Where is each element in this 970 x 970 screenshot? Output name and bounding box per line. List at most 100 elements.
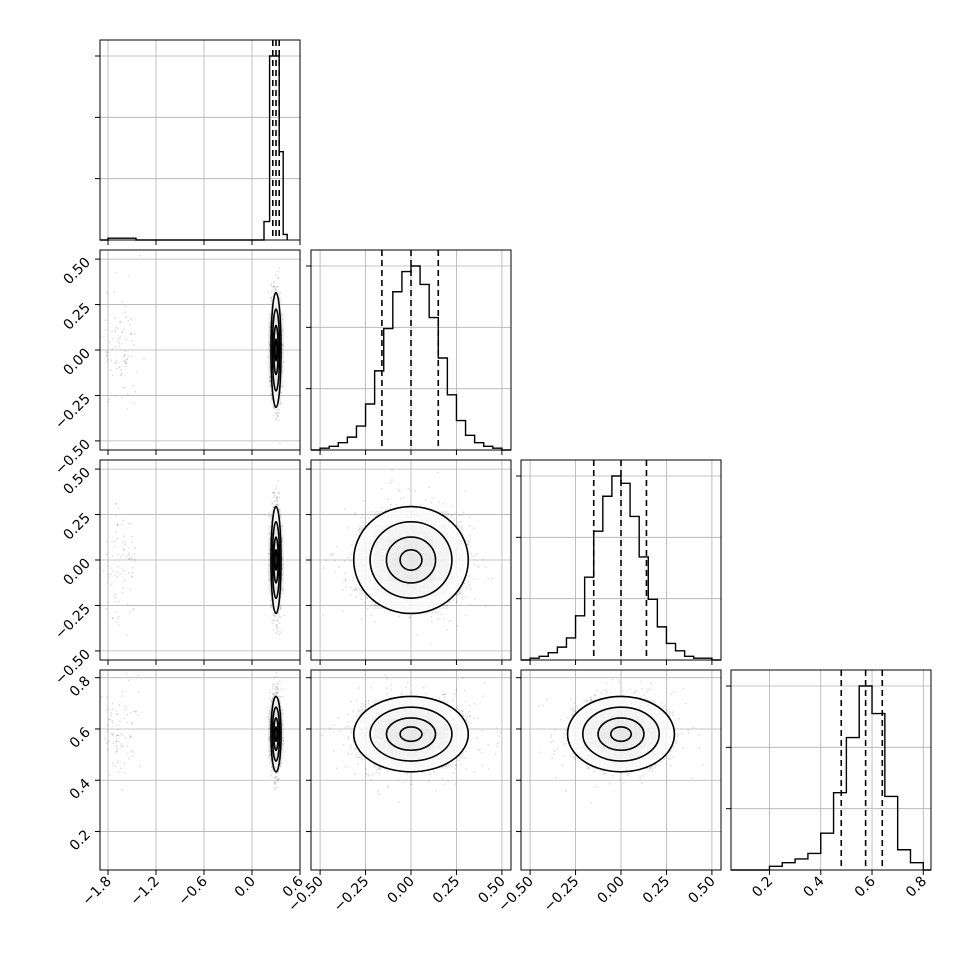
sample-point xyxy=(124,353,127,356)
sample-point xyxy=(111,338,114,340)
sample-point xyxy=(127,552,130,554)
sample-point xyxy=(133,333,136,335)
sample-point xyxy=(267,515,270,518)
sample-point xyxy=(105,540,108,543)
contour-0-3-3 xyxy=(274,726,278,743)
sample-point xyxy=(115,503,118,505)
scatter-panel-0-3 xyxy=(99,669,301,871)
sample-point xyxy=(133,558,136,561)
sample-point xyxy=(274,288,277,291)
sample-point xyxy=(124,350,127,352)
sample-point xyxy=(117,337,120,340)
sample-point xyxy=(112,374,114,376)
sample-point xyxy=(273,496,275,498)
sample-point xyxy=(119,336,122,338)
histogram-3 xyxy=(731,685,931,871)
sample-point xyxy=(121,695,124,697)
sample-point xyxy=(278,403,281,406)
sample-point xyxy=(274,685,277,688)
sample-point xyxy=(270,291,273,294)
sample-point xyxy=(134,546,137,549)
density-cell xyxy=(281,567,284,581)
sample-point xyxy=(121,540,124,543)
density-cell xyxy=(268,525,271,539)
sample-point xyxy=(272,414,275,417)
sample-point xyxy=(118,345,121,347)
sample-point xyxy=(429,643,432,645)
sample-point xyxy=(102,570,105,573)
sample-point xyxy=(122,569,125,572)
sample-point xyxy=(350,586,352,589)
sample-point xyxy=(115,359,118,362)
histogram-1 xyxy=(311,265,511,451)
sample-point xyxy=(119,573,121,575)
sample-point xyxy=(464,490,467,492)
sample-point xyxy=(276,496,279,499)
sample-point xyxy=(268,697,271,700)
sample-point xyxy=(269,380,272,382)
sample-point xyxy=(276,503,278,506)
density-cell xyxy=(281,539,284,553)
density-cell xyxy=(281,312,284,328)
sample-point xyxy=(117,600,120,603)
sample-point xyxy=(105,709,108,712)
sample-point xyxy=(115,530,118,533)
sample-point xyxy=(387,498,390,501)
sample-point xyxy=(117,507,120,510)
sample-point xyxy=(132,402,135,404)
sample-point xyxy=(446,629,449,632)
sample-point xyxy=(271,619,274,622)
sample-point xyxy=(277,414,279,417)
sample-point xyxy=(104,738,106,741)
sample-point xyxy=(127,679,130,682)
sample-point xyxy=(118,624,120,627)
sample-point xyxy=(129,611,131,614)
sample-point xyxy=(278,633,281,636)
sample-point xyxy=(125,752,128,755)
sample-point xyxy=(128,547,131,549)
sample-point xyxy=(106,360,109,363)
sample-point xyxy=(277,415,280,418)
sample-point xyxy=(123,311,126,314)
sample-point xyxy=(273,285,275,288)
sample-point xyxy=(278,496,281,499)
sample-point xyxy=(273,408,276,411)
sample-point xyxy=(276,692,279,695)
sample-point xyxy=(131,575,133,578)
sample-point xyxy=(271,289,274,291)
sample-point xyxy=(121,331,124,333)
sample-point xyxy=(272,280,275,283)
sample-point xyxy=(270,774,273,777)
sample-point xyxy=(271,693,274,695)
sample-point xyxy=(123,717,126,720)
sample-point xyxy=(110,714,113,717)
density-cell xyxy=(268,709,271,720)
sample-point xyxy=(127,319,130,322)
sample-point xyxy=(278,267,281,269)
sample-point xyxy=(117,759,119,762)
sample-point xyxy=(117,617,119,620)
density-cell xyxy=(268,739,271,749)
sample-point xyxy=(127,757,130,760)
sample-point xyxy=(134,390,137,393)
sample-point xyxy=(113,545,116,548)
sample-point xyxy=(112,570,114,573)
sample-point xyxy=(115,713,118,715)
sample-point xyxy=(270,296,272,299)
sample-point xyxy=(279,442,281,445)
sample-point xyxy=(106,696,108,698)
sample-point xyxy=(114,574,116,577)
sample-point xyxy=(277,493,280,495)
sample-point xyxy=(124,772,127,774)
sample-point xyxy=(126,634,128,637)
sample-point xyxy=(124,579,127,582)
sample-point xyxy=(115,751,118,753)
sample-point xyxy=(121,789,123,791)
density-cell xyxy=(281,739,284,749)
sample-point xyxy=(116,571,118,574)
sample-point xyxy=(275,412,278,414)
sample-point xyxy=(126,408,129,411)
sample-point xyxy=(275,417,278,420)
sample-point xyxy=(130,541,133,543)
sample-point xyxy=(131,340,133,343)
